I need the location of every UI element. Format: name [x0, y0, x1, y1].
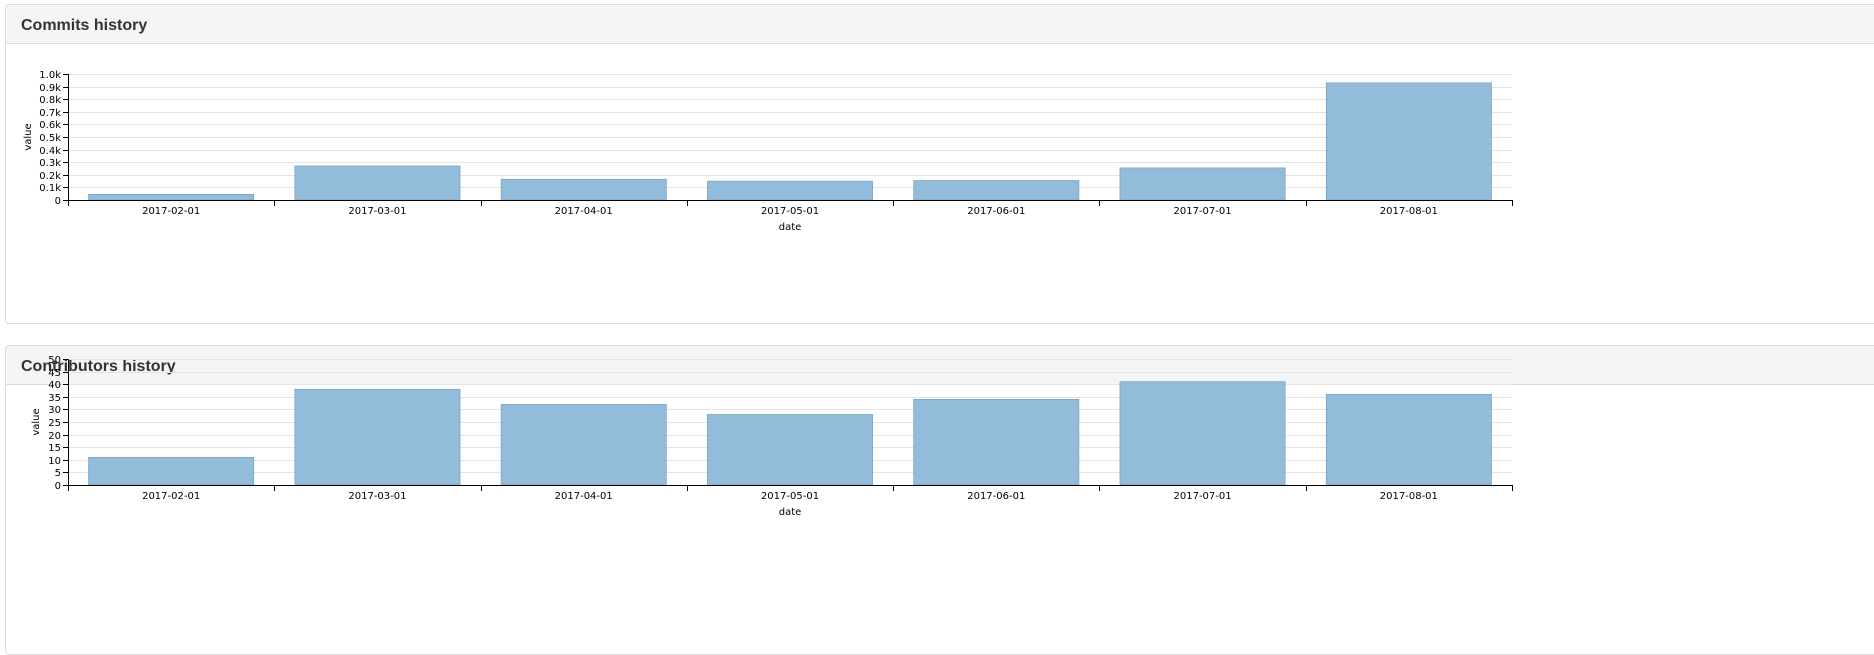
commits-panel-title: Commits history: [21, 17, 148, 34]
commits-history-panel: Commits history: [5, 4, 1874, 324]
contributors-panel-title: Contributors history: [21, 358, 176, 375]
contributors-history-panel: Contributors history: [5, 345, 1874, 655]
contributors-panel-heading: Contributors history: [6, 346, 1874, 385]
commits-panel-heading: Commits history: [6, 5, 1874, 44]
